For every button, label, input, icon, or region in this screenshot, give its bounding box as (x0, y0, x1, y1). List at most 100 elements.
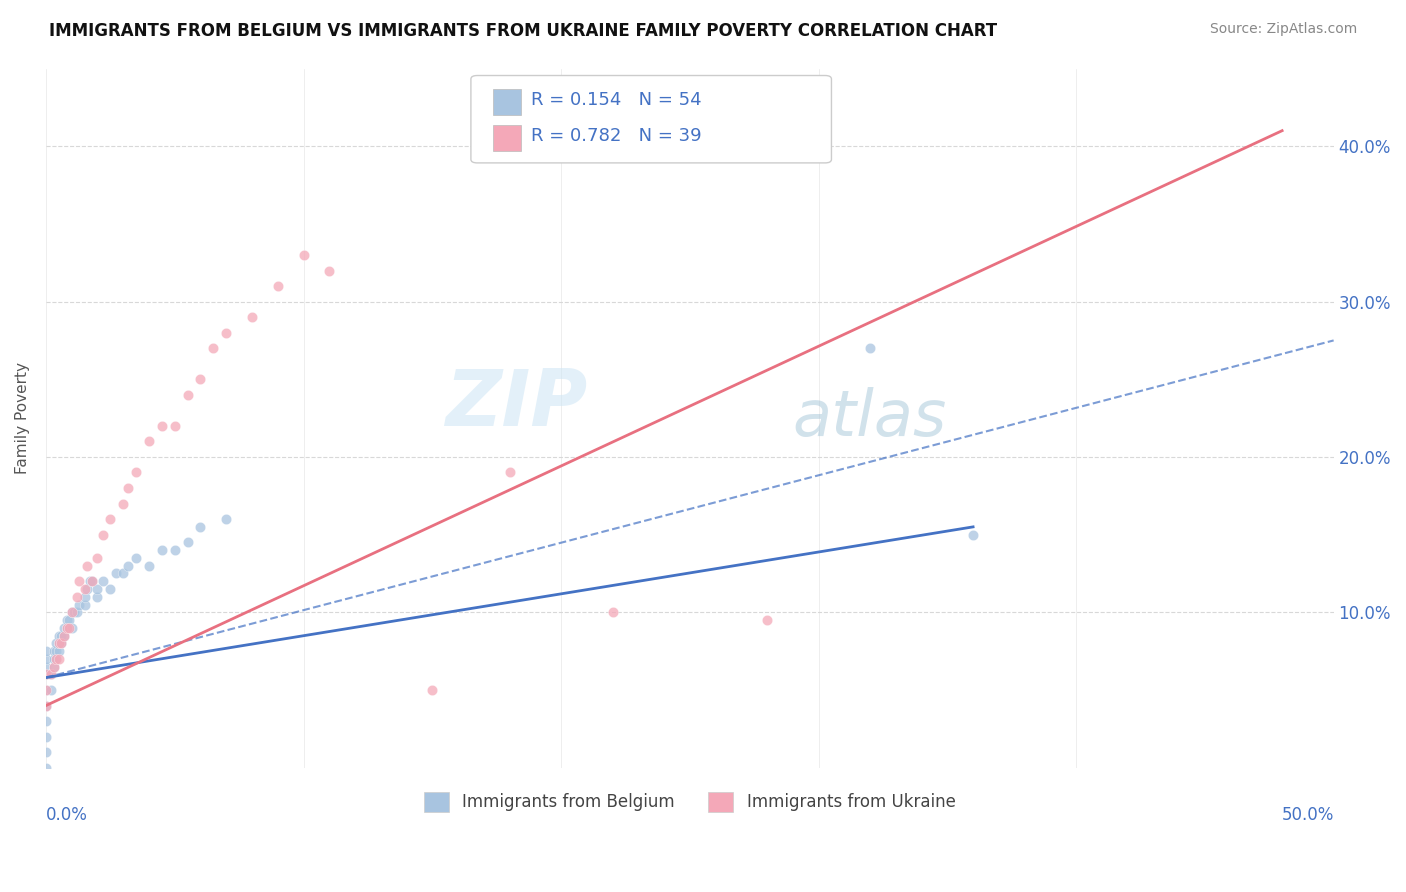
Point (35, 667, 58, 681)
Point (45, 652, 67, 666)
Point (51, 636, 73, 650)
Point (756, 613, 779, 627)
Point (60, 605, 83, 619)
Point (112, 566, 135, 581)
Point (45, 652, 67, 666)
Text: atlas: atlas (793, 387, 948, 449)
Text: Source: ZipAtlas.com: Source: ZipAtlas.com (1209, 22, 1357, 37)
Point (39, 683, 62, 698)
Point (35, 659, 58, 673)
Point (163, 418, 186, 433)
Point (66, 605, 89, 619)
Point (53, 621, 76, 635)
Point (117, 558, 139, 573)
Point (58, 613, 80, 627)
Point (163, 543, 186, 558)
Point (48, 636, 70, 650)
Point (69, 598, 91, 612)
Text: 0.0%: 0.0% (46, 806, 87, 824)
Point (112, 497, 135, 511)
Point (215, 512, 238, 526)
Point (35, 683, 58, 698)
Point (138, 558, 160, 573)
Point (498, 466, 520, 480)
Point (35, 745, 58, 759)
Point (48, 636, 70, 650)
Point (42, 659, 65, 673)
Point (55, 621, 77, 635)
Point (176, 388, 198, 402)
Point (39, 667, 62, 681)
Point (53, 629, 76, 643)
Point (35, 714, 58, 728)
Point (48, 652, 70, 666)
Point (45, 636, 67, 650)
Point (91, 527, 114, 541)
Point (86, 582, 108, 596)
Point (602, 605, 624, 619)
Point (215, 326, 238, 340)
Point (125, 551, 148, 566)
Point (35, 644, 58, 658)
Point (69, 574, 91, 589)
Point (35, 730, 58, 744)
Point (150, 543, 173, 558)
FancyBboxPatch shape (492, 88, 522, 115)
Point (55, 621, 77, 635)
Point (55, 613, 77, 627)
Point (98, 582, 121, 596)
Point (420, 683, 443, 698)
Point (51, 636, 73, 650)
Point (66, 590, 89, 604)
Point (42, 652, 65, 666)
Point (73, 598, 96, 612)
Point (73, 582, 96, 596)
Point (76, 582, 98, 596)
Text: 50.0%: 50.0% (1281, 806, 1334, 824)
Point (63, 605, 86, 619)
Point (190, 520, 212, 534)
Point (39, 667, 62, 681)
Point (79, 574, 101, 589)
Point (82, 574, 104, 589)
Legend: Immigrants from Belgium, Immigrants from Ukraine: Immigrants from Belgium, Immigrants from… (418, 785, 962, 819)
Point (962, 527, 984, 541)
Point (42, 644, 65, 658)
Point (82, 574, 104, 589)
Text: R = 0.782   N = 39: R = 0.782 N = 39 (531, 127, 702, 145)
Point (267, 279, 290, 293)
Point (318, 263, 340, 277)
Y-axis label: Family Poverty: Family Poverty (15, 362, 30, 475)
Point (86, 551, 108, 566)
Point (91, 574, 114, 589)
Point (51, 629, 73, 643)
Point (240, 310, 263, 325)
FancyBboxPatch shape (492, 125, 522, 152)
Point (58, 621, 80, 635)
FancyBboxPatch shape (471, 76, 831, 163)
Point (35, 667, 58, 681)
Point (125, 466, 148, 480)
Text: IMMIGRANTS FROM BELGIUM VS IMMIGRANTS FROM UKRAINE FAMILY POVERTY CORRELATION CH: IMMIGRANTS FROM BELGIUM VS IMMIGRANTS FR… (49, 22, 997, 40)
Point (35, 761, 58, 775)
Point (35, 698, 58, 713)
Point (35, 683, 58, 698)
Point (48, 644, 70, 658)
Point (35, 652, 58, 666)
Point (73, 590, 96, 604)
Point (190, 372, 212, 386)
Point (60, 605, 83, 619)
Text: R = 0.154   N = 54: R = 0.154 N = 54 (531, 91, 702, 109)
Point (35, 698, 58, 713)
Point (45, 644, 67, 658)
Point (42, 659, 65, 673)
Point (48, 629, 70, 643)
Point (138, 434, 160, 449)
Point (76, 558, 98, 573)
Point (98, 512, 121, 526)
Point (104, 566, 127, 581)
Point (292, 248, 315, 262)
Point (859, 341, 882, 355)
Text: ZIP: ZIP (444, 366, 586, 442)
Point (202, 341, 225, 355)
